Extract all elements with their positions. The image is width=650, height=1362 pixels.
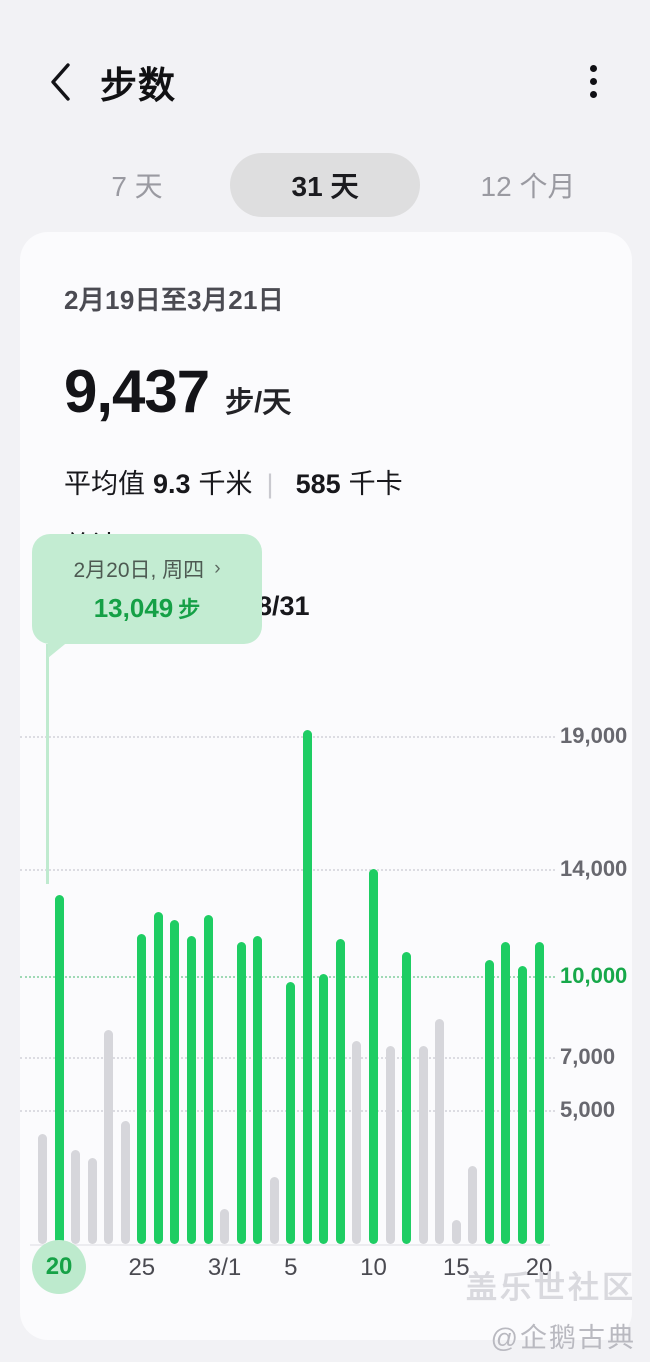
dot <box>589 77 597 85</box>
date-range-label: 2月19日至3月21日 <box>64 285 285 315</box>
bar-3/20[interactable] <box>517 965 527 1244</box>
bar-3/6[interactable] <box>286 981 296 1244</box>
chevron-left-icon <box>48 61 74 103</box>
y-tick-label-7000: 7,000 <box>560 1043 616 1069</box>
watermark-author: @企鹅古典 <box>490 1323 636 1353</box>
tab-12-months[interactable]: 12 个月 <box>480 171 576 202</box>
average-steps-unit: 步/天 <box>225 387 292 419</box>
average-steps-value: 9,437 <box>64 358 210 425</box>
bar-3/7[interactable] <box>302 730 312 1244</box>
day-tooltip[interactable]: 2月20日, 周四 › 13,049 步 <box>32 534 262 658</box>
tooltip-date-row: 2月20日, 周四 › <box>73 554 220 584</box>
bar-3/11[interactable] <box>369 869 378 1244</box>
x-tick-label-15[interactable]: 15 <box>442 1254 470 1281</box>
bar-3/10[interactable] <box>352 1040 362 1244</box>
tab-7-days[interactable]: 7 天 <box>111 171 163 202</box>
chart-x-axis: 20 25 3/1 5 10 15 20 <box>20 1240 632 1324</box>
bar-3/1[interactable] <box>203 914 213 1244</box>
average-distance: 9.3 <box>153 469 191 499</box>
bar-3/21[interactable] <box>534 941 544 1244</box>
bar-2/23[interactable] <box>104 1029 114 1244</box>
y-tick-label-14000: 14,000 <box>560 856 628 882</box>
average-calories: 585 <box>295 469 341 499</box>
tooltip-connector-line <box>46 644 49 884</box>
bar-3/17[interactable] <box>468 1166 478 1244</box>
bar-2/21[interactable] <box>71 1150 81 1244</box>
calories-unit: 千卡 <box>348 469 403 499</box>
bar-2/28[interactable] <box>186 936 196 1244</box>
tooltip-value-row: 13,049 步 <box>94 592 201 624</box>
metric-separator: | <box>266 469 274 499</box>
chart-bars <box>20 682 555 1244</box>
bar-3/3[interactable] <box>236 941 246 1244</box>
gridline-14000 <box>20 869 555 872</box>
bar-3/12[interactable] <box>385 1045 395 1244</box>
x-tick-label-5[interactable]: 5 <box>284 1254 298 1281</box>
bar-3/15[interactable] <box>435 1019 445 1244</box>
x-tick-label-20[interactable]: 20 <box>525 1254 553 1281</box>
app-bar: 步数 <box>0 42 650 122</box>
bar-3/2[interactable] <box>220 1209 230 1244</box>
bar-2/27[interactable] <box>170 920 180 1244</box>
average-metrics-row: 平均值 9.3 千米 | 585 千卡 <box>64 462 403 501</box>
chevron-right-icon: › <box>214 558 221 579</box>
bar-3/14[interactable] <box>418 1045 428 1244</box>
dot <box>589 64 597 72</box>
bar-3/13[interactable] <box>402 952 412 1244</box>
watermark-community: 盖乐世社区 <box>466 1270 636 1305</box>
dot <box>589 90 597 98</box>
period-tabs: 7 天 31 天 12 个月 <box>0 150 650 220</box>
more-vertical-icon[interactable] <box>566 54 620 108</box>
y-tick-label-19000: 19,000 <box>560 722 628 748</box>
gridline-10000 <box>20 976 555 979</box>
distance-unit: 千米 <box>198 469 253 499</box>
bar-2/25[interactable] <box>137 933 147 1244</box>
x-tick-label-10[interactable]: 10 <box>360 1254 387 1281</box>
bar-3/9[interactable] <box>335 938 345 1244</box>
bar-3/5[interactable] <box>269 1177 279 1244</box>
x-tick-label-20[interactable]: 20 <box>32 1240 87 1294</box>
steps-bar-chart: 5,000 7,000 10,000 14,000 19,000 <box>20 682 632 1246</box>
bar-2/26[interactable] <box>153 912 163 1244</box>
page-title: 步数 <box>100 65 176 106</box>
y-tick-label-10000: 10,000 <box>560 963 628 989</box>
tab-31-days[interactable]: 31 天 <box>230 153 420 217</box>
steps-card: 2月19日至3月21日 9,437 步/天 平均值 9.3 千米 | 585 千… <box>20 232 632 1340</box>
x-tick-label-25[interactable]: 25 <box>128 1254 156 1281</box>
bar-2/24[interactable] <box>120 1120 130 1244</box>
tooltip-steps-value: 13,049 <box>93 593 174 623</box>
bar-3/4[interactable] <box>253 936 263 1244</box>
tooltip-steps-unit: 步 <box>178 597 201 622</box>
bar-2/19[interactable] <box>38 1134 47 1244</box>
bar-3/8[interactable] <box>319 973 329 1244</box>
chart-baseline <box>30 1244 550 1246</box>
bar-3/16[interactable] <box>451 1219 461 1244</box>
average-steps-row: 9,437 步/天 <box>64 357 291 426</box>
bar-3/19[interactable] <box>501 941 511 1244</box>
x-tick-label-3-1[interactable]: 3/1 <box>207 1254 242 1281</box>
bar-3/18[interactable] <box>484 960 494 1244</box>
back-button[interactable] <box>34 55 88 109</box>
bar-2/20[interactable] <box>54 894 64 1244</box>
bar-2/22[interactable] <box>87 1158 97 1244</box>
gridline-19000 <box>20 735 555 738</box>
average-label: 平均值 <box>64 469 145 499</box>
tooltip-date: 2月20日, 周四 <box>73 559 205 582</box>
y-tick-label-5000: 5,000 <box>560 1097 616 1123</box>
